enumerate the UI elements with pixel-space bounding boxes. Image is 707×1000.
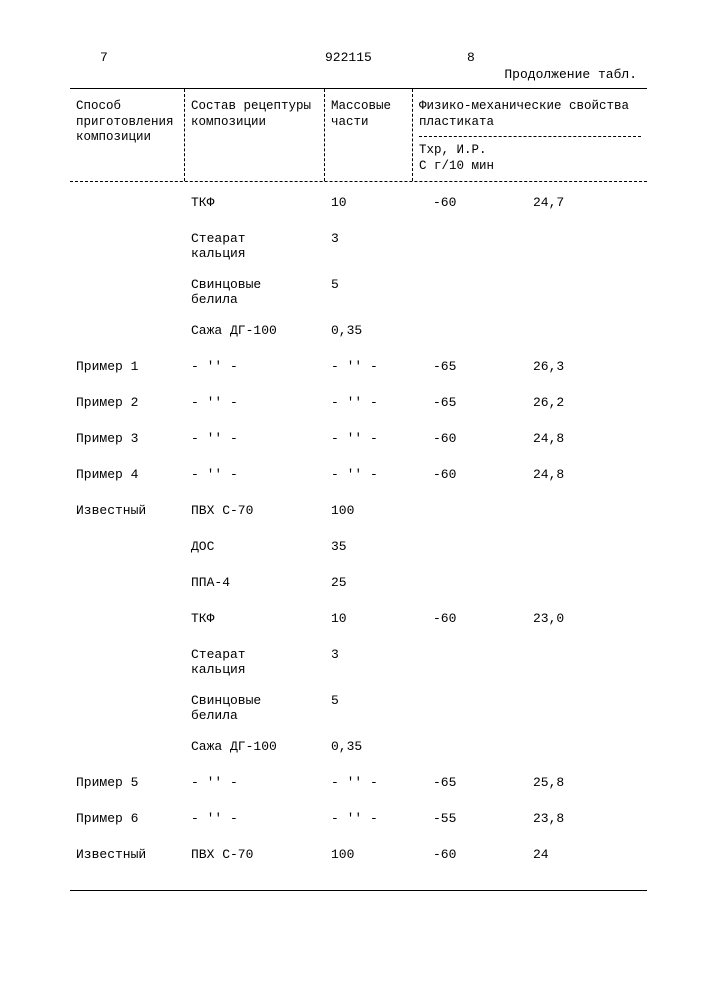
cell-composition: - '' - xyxy=(185,359,325,375)
table-row: ИзвестныйПВХ С-70100-6024 xyxy=(70,844,647,880)
cell-method: Пример 2 xyxy=(70,395,185,410)
cell-composition: Стеарат кальция xyxy=(185,647,325,678)
cell-method: Пример 5 xyxy=(70,775,185,790)
cell-mass-parts: - '' - xyxy=(325,359,413,374)
cell-mass-parts: 10 xyxy=(325,611,413,626)
cell-composition: - '' - xyxy=(185,811,325,827)
table-header-row: Способ приготовления композиции Состав р… xyxy=(70,89,647,182)
table-row: Пример 5- '' -- '' --6525,8 xyxy=(70,772,647,808)
cell-mass-parts: 35 xyxy=(325,539,413,554)
table-row: Пример 4- '' -- '' --6024,8 xyxy=(70,464,647,500)
cell-mass-parts: 3 xyxy=(325,647,413,662)
cell-composition: - '' - xyxy=(185,395,325,411)
cell-mass-parts: - '' - xyxy=(325,467,413,482)
header-sub-txr: Тхр, И.Р. С г/10 мин xyxy=(419,143,519,174)
cell-composition: ТКФ xyxy=(185,611,325,627)
cell-txr: -60 xyxy=(413,611,513,626)
cell-composition: - '' - xyxy=(185,431,325,447)
cell-mass-parts: 100 xyxy=(325,503,413,518)
continuation-label: Продолжение табл. xyxy=(70,67,647,82)
table-row: Стеарат кальция3 xyxy=(70,644,647,690)
cell-ir: 24,8 xyxy=(513,431,647,446)
header-col-mass-parts: Массовые части xyxy=(325,89,413,181)
cell-composition: - '' - xyxy=(185,467,325,483)
cell-mass-parts: 10 xyxy=(325,195,413,210)
cell-composition: ПВХ С-70 xyxy=(185,847,325,863)
table-body: ТКФ10-6024,7Стеарат кальция3Свинцовые бе… xyxy=(70,182,647,890)
cell-ir: 24,7 xyxy=(513,195,647,210)
cell-txr: -65 xyxy=(413,395,513,410)
cell-mass-parts: - '' - xyxy=(325,811,413,826)
cell-ir: 26,3 xyxy=(513,359,647,374)
cell-composition: Стеарат кальция xyxy=(185,231,325,262)
table-row: Стеарат кальция3 xyxy=(70,228,647,274)
cell-ir: 24,8 xyxy=(513,467,647,482)
table-row: ППА-425 xyxy=(70,572,647,608)
cell-mass-parts: 5 xyxy=(325,277,413,292)
cell-txr: -65 xyxy=(413,775,513,790)
cell-composition: ТКФ xyxy=(185,195,325,211)
cell-txr: -60 xyxy=(413,847,513,862)
cell-ir: 24 xyxy=(513,847,647,862)
cell-composition: Свинцовые белила xyxy=(185,277,325,308)
cell-method: Известный xyxy=(70,503,185,518)
cell-ir: 26,2 xyxy=(513,395,647,410)
cell-method: Пример 4 xyxy=(70,467,185,482)
cell-mass-parts: 100 xyxy=(325,847,413,862)
cell-ir: 23,0 xyxy=(513,611,647,626)
cell-composition: ППА-4 xyxy=(185,575,325,591)
table-row: Свинцовые белила5 xyxy=(70,274,647,320)
table-row: Пример 1- '' - - '' --6526,3 xyxy=(70,356,647,392)
cell-method: Известный xyxy=(70,847,185,862)
table-row: Пример 6- '' -- '' --5523,8 xyxy=(70,808,647,844)
page-number-right: 8 xyxy=(447,50,647,65)
cell-composition: Сажа ДГ-100 xyxy=(185,739,325,755)
header-sub-empty xyxy=(519,143,641,174)
cell-txr: -60 xyxy=(413,431,513,446)
header-col-properties: Физико-механические свойства пластиката … xyxy=(413,89,647,181)
header-properties-top: Физико-механические свойства пластиката xyxy=(419,99,641,136)
table-row: Сажа ДГ-1000,35 xyxy=(70,320,647,356)
cell-mass-parts: 3 xyxy=(325,231,413,246)
header-col-method: Способ приготовления композиции xyxy=(70,89,185,181)
page: 7 922115 8 Продолжение табл. Способ приг… xyxy=(0,0,707,1000)
table-row: Пример 3- '' -- '' --6024,8 xyxy=(70,428,647,464)
cell-mass-parts: - '' - xyxy=(325,395,413,410)
table-row: Сажа ДГ-1000,35 xyxy=(70,736,647,772)
cell-txr: -55 xyxy=(413,811,513,826)
cell-txr: -60 xyxy=(413,195,513,210)
cell-ir: 23,8 xyxy=(513,811,647,826)
cell-method: Пример 6 xyxy=(70,811,185,826)
cell-txr: -65 xyxy=(413,359,513,374)
page-number-left: 7 xyxy=(70,50,280,65)
cell-mass-parts: - '' - xyxy=(325,431,413,446)
cell-ir: 25,8 xyxy=(513,775,647,790)
cell-mass-parts: 25 xyxy=(325,575,413,590)
cell-method: Пример 1 xyxy=(70,359,185,374)
header-col-composition: Состав рецептуры композиции xyxy=(185,89,325,181)
data-table: Способ приготовления композиции Состав р… xyxy=(70,88,647,891)
cell-mass-parts: 0,35 xyxy=(325,323,413,338)
cell-mass-parts: 5 xyxy=(325,693,413,708)
table-row: ДОС35 xyxy=(70,536,647,572)
document-number: 922115 xyxy=(280,50,447,65)
cell-method: Пример 3 xyxy=(70,431,185,446)
cell-composition: ДОС xyxy=(185,539,325,555)
cell-mass-parts: - '' - xyxy=(325,775,413,790)
table-row: ТКФ10-6024,7 xyxy=(70,192,647,228)
table-row: Свинцовые белила5 xyxy=(70,690,647,736)
table-row: ИзвестныйПВХ С-70100 xyxy=(70,500,647,536)
cell-txr: -60 xyxy=(413,467,513,482)
page-number-row: 7 922115 8 xyxy=(70,50,647,65)
cell-mass-parts: 0,35 xyxy=(325,739,413,754)
table-row: Пример 2- '' -- '' --6526,2 xyxy=(70,392,647,428)
cell-composition: - '' - xyxy=(185,775,325,791)
cell-composition: Сажа ДГ-100 xyxy=(185,323,325,339)
cell-composition: ПВХ С-70 xyxy=(185,503,325,519)
table-row: ТКФ10-6023,0 xyxy=(70,608,647,644)
cell-composition: Свинцовые белила xyxy=(185,693,325,724)
